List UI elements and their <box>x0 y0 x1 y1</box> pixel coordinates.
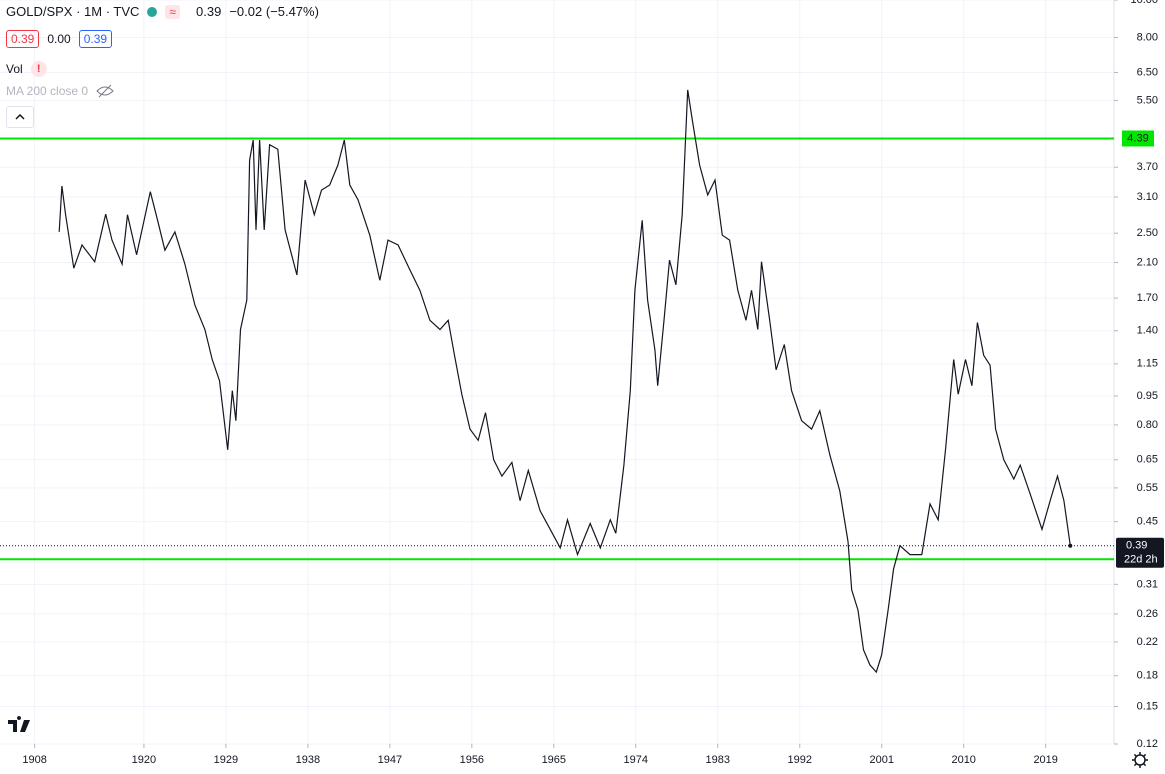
price-label: 4.39 <box>1127 132 1148 144</box>
countdown-label: 22d 2h <box>1124 554 1158 566</box>
y-tick-label: 0.12 <box>1137 738 1158 750</box>
y-tick-label: 3.10 <box>1137 191 1158 203</box>
y-tick-label: 1.40 <box>1137 325 1158 337</box>
close-value: 0.39 <box>196 4 222 19</box>
change-value: −0.02 (−5.47%) <box>229 4 319 19</box>
y-tick-label: 8.00 <box>1137 31 1158 43</box>
x-tick-label: 1947 <box>378 754 402 766</box>
x-tick-label: 1983 <box>706 754 730 766</box>
hidden-icon[interactable] <box>96 84 114 98</box>
y-tick-label: 5.50 <box>1137 94 1158 106</box>
x-tick-label: 1965 <box>542 754 566 766</box>
x-tick-label: 2001 <box>869 754 893 766</box>
x-tick-label: 1938 <box>296 754 320 766</box>
settings-icon[interactable] <box>1132 752 1148 768</box>
price-axis <box>1114 0 1165 774</box>
last-price-bg <box>1116 537 1164 568</box>
y-tick-label: 0.45 <box>1137 516 1158 528</box>
y-tick-label: 3.70 <box>1137 161 1158 173</box>
y-tick-label: 0.31 <box>1137 578 1158 590</box>
y-tick-label: 0.55 <box>1137 482 1158 494</box>
y-tick-label: 0.80 <box>1137 419 1158 431</box>
tv-logo <box>8 716 30 732</box>
delay-icon[interactable]: ≈ <box>165 4 180 19</box>
y-tick-label: 0.95 <box>1137 390 1158 402</box>
price-line <box>58 89 1071 674</box>
plot <box>0 89 1114 674</box>
market-status[interactable] <box>147 6 158 17</box>
y-tick-label: 0.18 <box>1137 670 1158 682</box>
price-label-bg <box>1122 130 1154 147</box>
bid-badge[interactable]: 0.39 <box>6 30 40 48</box>
y-tick-label: 0.15 <box>1137 700 1158 712</box>
y-tick-label: 2.10 <box>1137 256 1158 268</box>
y-tick-label: 0.26 <box>1137 608 1158 620</box>
y-tick-label: 0.65 <box>1137 454 1158 466</box>
y-tick-label: 1.70 <box>1137 292 1158 304</box>
x-tick-label: 1956 <box>460 754 484 766</box>
chevron-up <box>15 114 25 120</box>
y-tick-label: 6.50 <box>1137 66 1158 78</box>
quote-row: 0.39 0.00 0.39 <box>6 30 113 48</box>
y-tick-label: 2.50 <box>1137 227 1158 239</box>
x-tick-label: 1992 <box>788 754 812 766</box>
y-tick-label: 1.15 <box>1137 358 1158 370</box>
x-tick-label: 1974 <box>624 754 648 766</box>
ma-row: MA 200 close 0 <box>6 84 114 98</box>
x-tick-label: 1929 <box>214 754 238 766</box>
last-point <box>1068 543 1073 548</box>
warning-icon[interactable]: ! <box>30 61 47 77</box>
y-tick-label: 0.22 <box>1137 636 1158 648</box>
spread: 0.00 <box>47 32 71 46</box>
x-tick-label: 1908 <box>22 754 46 766</box>
last-price-label: 0.39 <box>1126 540 1147 552</box>
symbol-title[interactable]: GOLD/SPX · 1M · TVC <box>6 4 140 19</box>
x-tick-label: 2010 <box>951 754 975 766</box>
ask-badge[interactable]: 0.39 <box>78 30 113 48</box>
legend-header: GOLD/SPX · 1M · TVC ≈ 0.39 −0.02 (−5.47%… <box>6 4 319 19</box>
collapse-button[interactable] <box>6 106 34 128</box>
x-tick-label: 1920 <box>132 754 156 766</box>
grid <box>0 0 1114 745</box>
y-tick-label: 10.00 <box>1130 0 1158 6</box>
vol-row: Vol ! <box>6 61 47 77</box>
ma-label[interactable]: MA 200 close 0 <box>6 84 89 98</box>
vol-label[interactable]: Vol <box>6 62 23 76</box>
x-tick-label: 2019 <box>1033 754 1057 766</box>
